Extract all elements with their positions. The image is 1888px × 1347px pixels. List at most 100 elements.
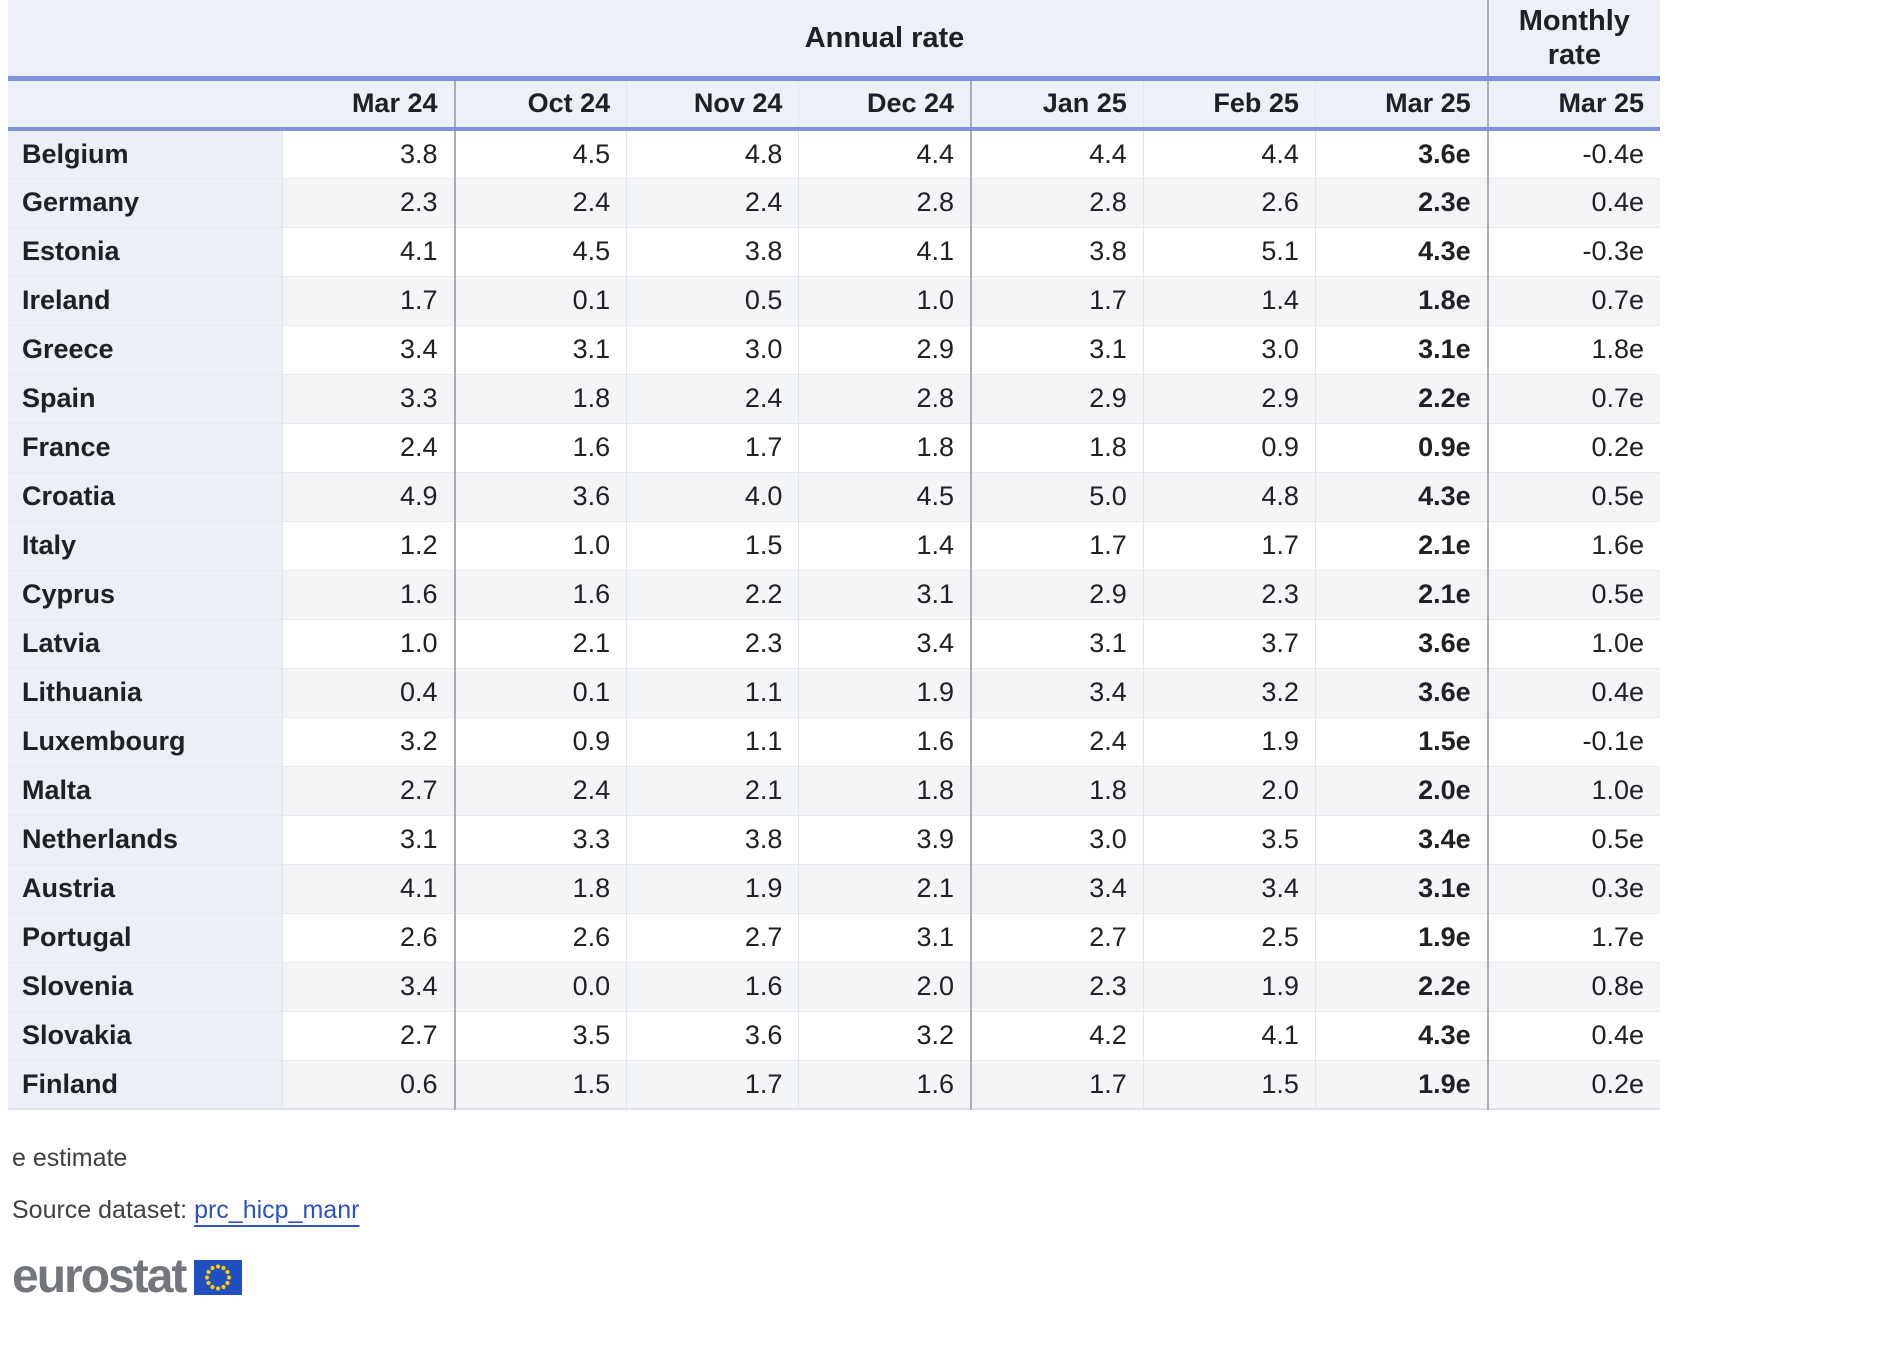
country-name-cell: Slovakia [8, 1011, 283, 1060]
annual-rate-cell: 3.9 [798, 815, 973, 864]
annual-rate-cell: 2.7 [282, 1011, 456, 1060]
annual-rate-cell: 2.7 [282, 766, 456, 815]
annual-rate-cell: 1.6 [282, 570, 456, 619]
monthly-rate-cell: 0.3e [1487, 864, 1660, 913]
eurostat-inflation-page: Annual rate Monthly rate Mar 24 Oct 24 Nov… [8, 0, 1888, 1301]
annual-rate-cell: 4.5 [454, 129, 628, 178]
corner-cell [8, 0, 283, 81]
annual-rate-cell: 1.1 [626, 668, 800, 717]
annual-rate-cell: 3.7 [1143, 619, 1316, 668]
table-row: Netherlands 3.1 3.3 3.8 3.9 3.0 3.5 3.4e 0.5e [8, 815, 1660, 864]
annual-rate-cell: 3.3 [282, 374, 456, 423]
monthly-rate-cell: 1.0e [1487, 619, 1660, 668]
annual-rate-cell: 1.9 [798, 668, 973, 717]
inflation-table: Annual rate Monthly rate Mar 24 Oct 24 Nov… [8, 0, 1660, 1110]
annual-rate-cell: 2.7 [971, 913, 1144, 962]
annual-rate-cell: 0.9e [1315, 423, 1489, 472]
annual-rate-cell: 2.5 [1143, 913, 1316, 962]
annual-rate-cell: 4.3e [1315, 227, 1489, 276]
annual-rate-cell: 1.0 [798, 276, 973, 325]
annual-rate-cell: 1.5 [454, 1060, 628, 1109]
source-dataset-link[interactable]: prc_hicp_manr [194, 1196, 360, 1224]
monthly-rate-cell: 0.4e [1487, 668, 1660, 717]
annual-rate-cell: 4.4 [971, 129, 1144, 178]
annual-rate-cell: 2.1e [1315, 570, 1489, 619]
annual-rate-cell: 2.1e [1315, 521, 1489, 570]
annual-rate-cell: 2.4 [454, 178, 628, 227]
table-row: France 2.4 1.6 1.7 1.8 1.8 0.9 0.9e 0.2e [8, 423, 1660, 472]
source-dataset-label: Source dataset: [12, 1196, 188, 1224]
corner-cell [8, 78, 283, 131]
annual-rate-cell: 1.7 [971, 521, 1144, 570]
annual-rate-cell: 4.3e [1315, 472, 1489, 521]
annual-rate-cell: 4.1 [798, 227, 973, 276]
annual-rate-cell: 1.7 [282, 276, 456, 325]
annual-rate-cell: 3.1 [798, 913, 973, 962]
monthly-rate-cell: -0.1e [1487, 717, 1660, 766]
annual-rate-cell: 1.9e [1315, 913, 1489, 962]
annual-rate-cell: 1.7 [626, 423, 800, 472]
annual-rate-cell: 2.2 [626, 570, 800, 619]
annual-rate-cell: 2.4 [282, 423, 456, 472]
annual-rate-cell: 2.7 [626, 913, 800, 962]
annual-rate-cell: 4.4 [798, 129, 973, 178]
annual-rate-cell: 1.7 [626, 1060, 800, 1109]
annual-rate-cell: 3.6e [1315, 668, 1489, 717]
country-name-cell: Italy [8, 521, 283, 570]
monthly-rate-cell: 1.8e [1487, 325, 1660, 374]
annual-rate-cell: 3.2 [1143, 668, 1316, 717]
monthly-rate-cell: 0.5e [1487, 815, 1660, 864]
annual-rate-cell: 4.4 [1143, 129, 1316, 178]
country-name-cell: Estonia [8, 227, 283, 276]
monthly-rate-cell: 0.4e [1487, 1011, 1660, 1060]
annual-rate-cell: 2.6 [282, 913, 456, 962]
table-row: Belgium 3.8 4.5 4.8 4.4 4.4 4.4 3.6e -0.4e [8, 129, 1660, 178]
annual-rate-cell: 2.8 [971, 178, 1144, 227]
annual-rate-cell: 1.8 [971, 766, 1144, 815]
annual-rate-cell: 5.0 [971, 472, 1144, 521]
table-row: Portugal 2.6 2.6 2.7 3.1 2.7 2.5 1.9e 1.7e [8, 913, 1660, 962]
annual-rate-cell: 4.9 [282, 472, 456, 521]
country-name-cell: Luxembourg [8, 717, 283, 766]
monthly-rate-cell: 0.7e [1487, 374, 1660, 423]
month-column-header: Mar 24 [282, 78, 456, 131]
annual-rate-cell: 0.6 [282, 1060, 456, 1109]
annual-rate-cell: 2.0e [1315, 766, 1489, 815]
annual-rate-cell: 4.5 [454, 227, 628, 276]
monthly-rate-cell: 0.5e [1487, 472, 1660, 521]
annual-rate-cell: 2.6 [454, 913, 628, 962]
annual-rate-cell: 2.3 [282, 178, 456, 227]
annual-rate-cell: 1.7 [1143, 521, 1316, 570]
annual-rate-cell: 0.5 [626, 276, 800, 325]
monthly-rate-cell: 1.6e [1487, 521, 1660, 570]
annual-rate-cell: 2.4 [454, 766, 628, 815]
annual-rate-cell: 4.1 [1143, 1011, 1316, 1060]
country-name-cell: Latvia [8, 619, 283, 668]
eurostat-logo: eurostat [12, 1253, 1888, 1301]
table-body: Belgium 3.8 4.5 4.8 4.4 4.4 4.4 3.6e -0.4e German… [8, 129, 1660, 1109]
annual-rate-cell: 0.1 [454, 276, 628, 325]
annual-rate-cell: 3.1e [1315, 864, 1489, 913]
annual-rate-cell: 3.0 [1143, 325, 1316, 374]
annual-rate-cell: 2.9 [1143, 374, 1316, 423]
annual-rate-cell: 2.8 [798, 178, 973, 227]
table-row: Ireland 1.7 0.1 0.5 1.0 1.7 1.4 1.8e 0.7e [8, 276, 1660, 325]
annual-rate-cell: 3.1 [971, 619, 1144, 668]
annual-rate-cell: 1.5 [1143, 1060, 1316, 1109]
annual-rate-cell: 3.8 [626, 815, 800, 864]
annual-rate-cell: 1.4 [798, 521, 973, 570]
annual-rate-cell: 4.5 [798, 472, 973, 521]
eu-flag-icon [194, 1259, 243, 1295]
country-name-cell: Austria [8, 864, 283, 913]
monthly-rate-cell: -0.4e [1487, 129, 1660, 178]
table-footer: e estimate Source dataset: prc_hicp_manr… [12, 1144, 1888, 1301]
table-row: Latvia 1.0 2.1 2.3 3.4 3.1 3.7 3.6e 1.0e [8, 619, 1660, 668]
annual-rate-cell: 3.4 [1143, 864, 1316, 913]
table-row: Malta 2.7 2.4 2.1 1.8 1.8 2.0 2.0e 1.0e [8, 766, 1660, 815]
annual-rate-cell: 3.4 [282, 325, 456, 374]
country-name-cell: France [8, 423, 283, 472]
annual-rate-cell: 3.6e [1315, 129, 1489, 178]
monthly-rate-cell: 0.4e [1487, 178, 1660, 227]
annual-rate-cell: 3.1 [798, 570, 973, 619]
table-row: Luxembourg 3.2 0.9 1.1 1.6 2.4 1.9 1.5e -0.1e [8, 717, 1660, 766]
